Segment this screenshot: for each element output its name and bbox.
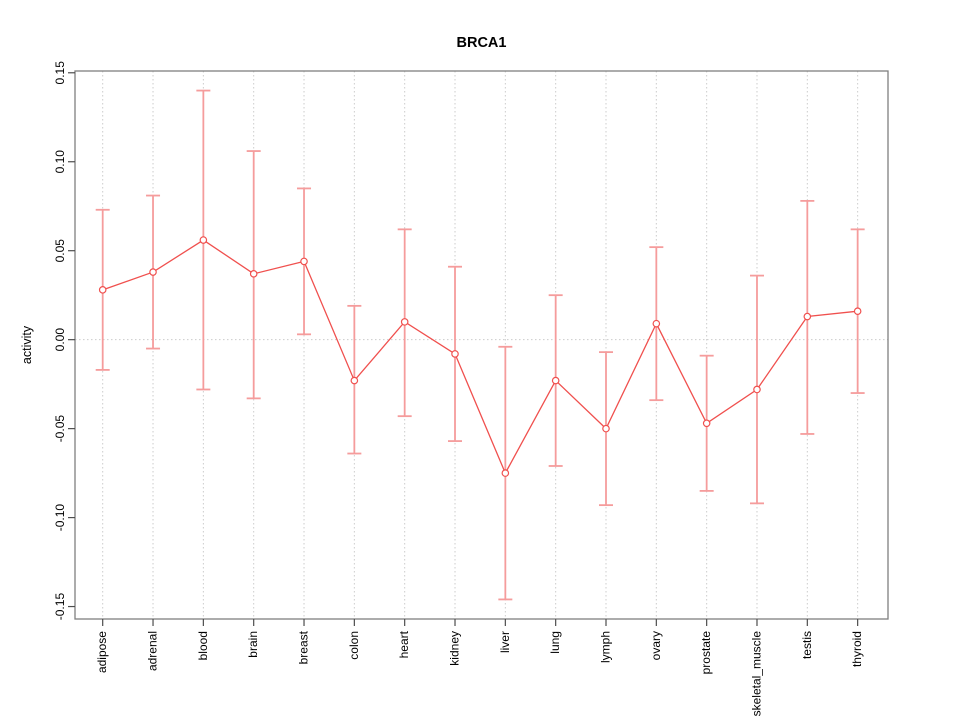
series-polyline [102,239,858,475]
data-point-marker [300,257,308,266]
data-point-marker [753,385,761,394]
x-tick-label: skeletal_muscle [749,631,763,717]
chart-title: BRCA1 [457,35,507,51]
data-point-marker [702,419,711,428]
data-point-marker [199,236,208,244]
data-point-marker [249,270,258,278]
data-point-marker [602,424,610,433]
x-tick-label: ovary [649,631,663,660]
y-tick-label: -0.15 [53,593,67,621]
x-tick-label: testis [800,631,814,659]
error-bars [95,89,865,601]
data-point-marker [551,376,560,385]
x-tick-label: breast [297,630,311,664]
x-tick-label: colon [347,631,361,660]
data-point-marker [501,469,510,477]
plot-frame [74,70,889,620]
x-axis: adipose adrenal blood brain breast colon heart… [95,619,864,716]
y-tick-label: 0.15 [53,61,67,85]
x-tick-label: kidney [448,631,462,666]
y-axis: -0.15 -0.10 -0.05 0.00 0.05 0.10 0.15 [53,61,75,620]
gridlines [75,71,888,619]
data-point-marker [400,318,409,326]
y-tick-label: 0.00 [53,328,67,352]
chart-text: BRCA1 activity [20,35,506,364]
x-tick-label: heart [397,630,411,658]
y-tick-label: -0.10 [53,504,67,532]
x-tick-label: adipose [95,631,109,673]
x-tick-label: adrenal [146,631,160,671]
data-point-marker [149,268,157,276]
y-tick-label: -0.05 [53,415,67,443]
x-tick-label: blood [196,631,210,660]
x-tick-label: liver [498,631,512,653]
data-points [98,236,862,477]
x-tick-label: lymph [599,631,613,663]
x-tick-label: prostate [699,631,713,675]
data-point-marker [652,319,661,328]
x-tick-label: brain [246,631,260,658]
data-point-marker [98,286,107,294]
x-tick-label: lung [548,631,562,654]
plot-border [74,70,889,620]
series-line [102,239,858,475]
x-tick-label: thyroid [850,631,864,667]
y-tick-label: 0.10 [53,150,67,174]
data-point-marker [853,307,862,315]
data-point-marker [803,312,812,321]
data-point-marker [350,376,359,385]
y-tick-label: 0.05 [53,239,67,263]
data-point-marker [451,350,459,358]
y-axis-title: activity [20,325,34,364]
